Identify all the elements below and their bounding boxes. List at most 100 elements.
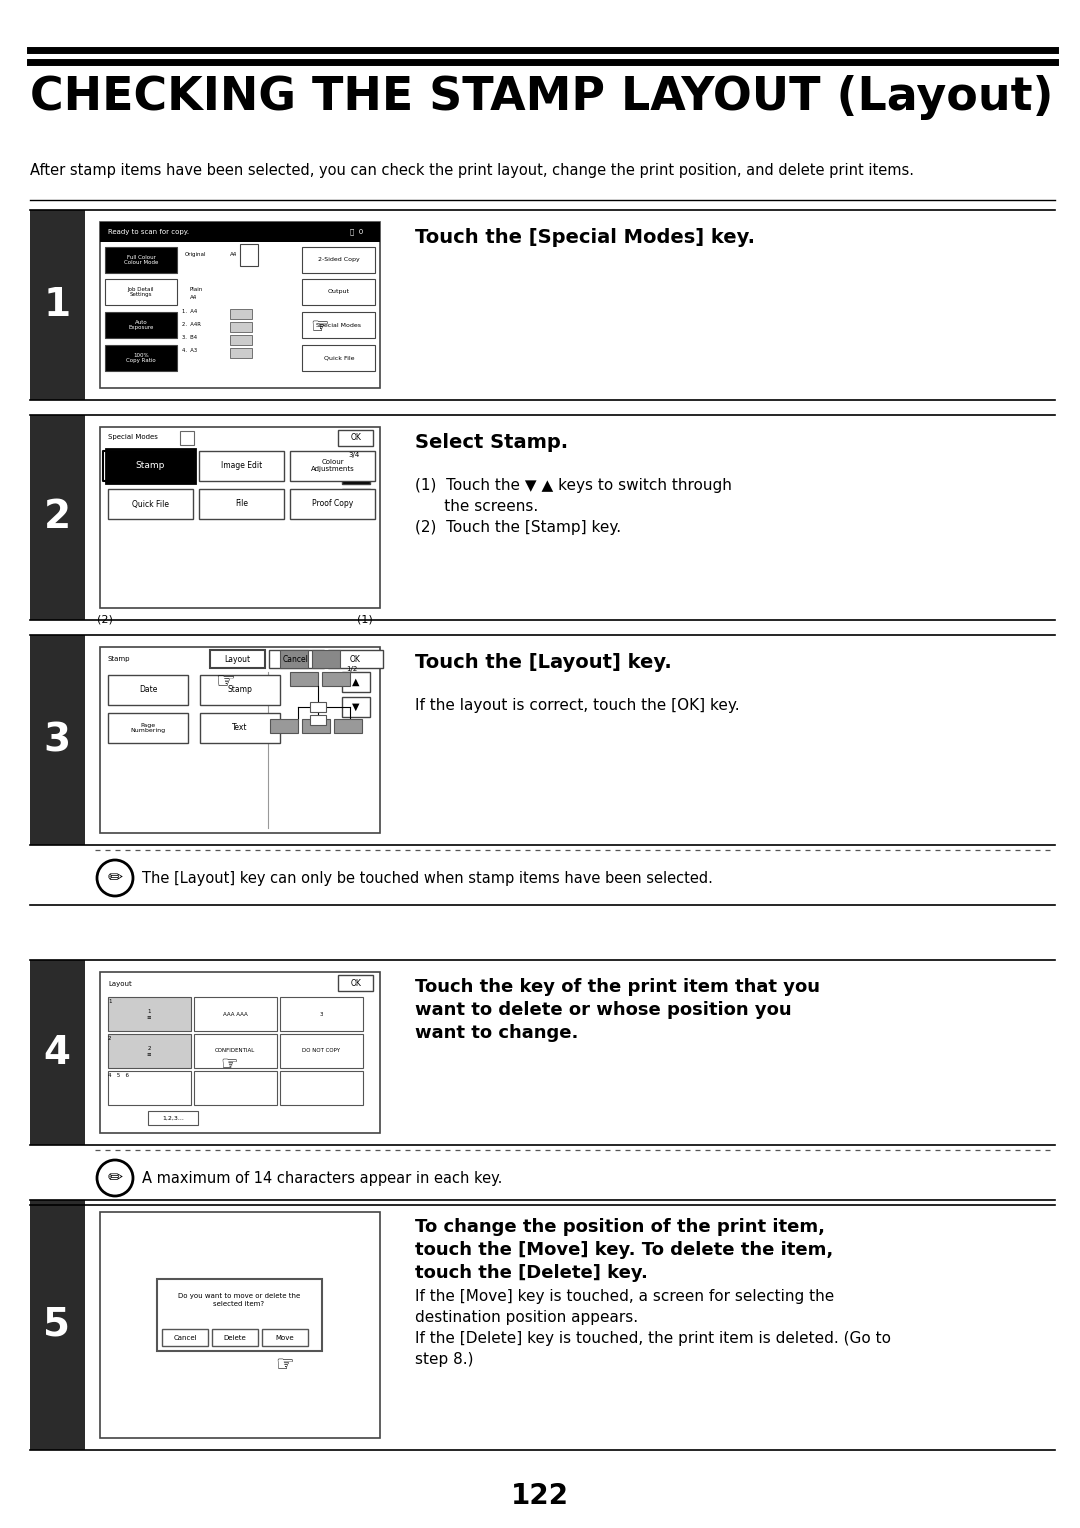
Text: Touch the [Special Modes] key.: Touch the [Special Modes] key. <box>415 228 755 248</box>
Text: CHECKING THE STAMP LAYOUT (Layout): CHECKING THE STAMP LAYOUT (Layout) <box>30 75 1053 121</box>
Bar <box>291 451 375 481</box>
Bar <box>100 222 380 388</box>
Bar <box>105 312 177 338</box>
Text: ▼: ▼ <box>352 701 360 712</box>
Text: Delete: Delete <box>224 1335 246 1342</box>
Bar <box>280 649 308 668</box>
Text: If the [Move] key is touched, a screen for selecting the
destination position ap: If the [Move] key is touched, a screen f… <box>415 1290 891 1368</box>
Bar <box>108 714 188 743</box>
Text: ☞: ☞ <box>215 672 235 692</box>
Text: Ready to scan for copy.: Ready to scan for copy. <box>108 229 189 235</box>
Bar <box>342 489 370 510</box>
Bar <box>302 345 375 371</box>
Bar <box>100 426 380 608</box>
Text: Layout: Layout <box>108 981 132 987</box>
Text: 1
≡: 1 ≡ <box>147 1008 151 1019</box>
Text: Text: Text <box>232 723 247 732</box>
Text: Plain: Plain <box>190 287 203 292</box>
Text: Stamp: Stamp <box>228 686 253 695</box>
Text: 1/2: 1/2 <box>347 666 357 672</box>
Text: 3: 3 <box>320 1012 323 1016</box>
Text: CONFIDENTIAL: CONFIDENTIAL <box>215 1048 255 1053</box>
Bar <box>240 244 258 266</box>
Bar <box>148 1111 198 1125</box>
Text: 4: 4 <box>43 1033 70 1071</box>
Text: ☞: ☞ <box>220 1054 238 1074</box>
Bar <box>322 672 350 686</box>
Text: 100%
Copy Ratio: 100% Copy Ratio <box>126 353 156 364</box>
Bar <box>106 449 195 483</box>
Text: The [Layout] key can only be touched when stamp items have been selected.: The [Layout] key can only be touched whe… <box>141 871 713 886</box>
Text: Image Edit: Image Edit <box>221 461 262 471</box>
Text: Do you want to move or delete the
selected item?: Do you want to move or delete the select… <box>178 1293 300 1308</box>
Text: DO NOT COPY: DO NOT COPY <box>302 1048 340 1053</box>
Text: Touch the [Layout] key.: Touch the [Layout] key. <box>415 652 672 672</box>
Bar <box>230 348 252 358</box>
Text: 1,2,3...: 1,2,3... <box>162 1115 184 1120</box>
Text: 3: 3 <box>43 721 70 759</box>
Bar <box>108 451 193 481</box>
Bar <box>334 720 362 733</box>
Bar <box>105 248 177 274</box>
Bar <box>338 975 373 992</box>
Bar <box>291 489 375 520</box>
Bar <box>212 1329 258 1346</box>
Text: 1: 1 <box>43 286 70 324</box>
Text: ✏: ✏ <box>107 1169 122 1187</box>
Text: AAA AAA: AAA AAA <box>222 1012 247 1016</box>
Bar <box>100 1212 380 1438</box>
Bar <box>338 429 373 446</box>
Text: To change the position of the print item,
touch the [Move] key. To delete the it: To change the position of the print item… <box>415 1218 834 1282</box>
Text: ▲: ▲ <box>352 677 360 688</box>
Text: Select Stamp.: Select Stamp. <box>415 432 568 452</box>
Text: 2: 2 <box>43 498 70 536</box>
Bar <box>230 309 252 319</box>
Bar <box>342 697 370 717</box>
Bar <box>108 996 191 1031</box>
Text: Auto
Exposure: Auto Exposure <box>129 319 153 330</box>
Text: 2-Sided Copy: 2-Sided Copy <box>319 258 360 263</box>
Text: OK: OK <box>351 978 362 987</box>
Text: ✏: ✏ <box>107 869 122 886</box>
Bar <box>280 1071 363 1105</box>
Bar <box>230 335 252 345</box>
Text: Proof Copy: Proof Copy <box>312 500 353 509</box>
Text: Stamp: Stamp <box>108 656 131 662</box>
Text: A maximum of 14 characters appear in each key.: A maximum of 14 characters appear in eac… <box>141 1170 502 1186</box>
Bar <box>180 431 194 445</box>
Bar <box>162 1329 208 1346</box>
Text: 3/4: 3/4 <box>349 452 360 458</box>
Text: ▼: ▼ <box>352 495 360 504</box>
Bar <box>199 451 284 481</box>
Bar <box>100 646 380 833</box>
Text: Quick File: Quick File <box>324 356 354 361</box>
Text: Special Modes: Special Modes <box>316 322 362 327</box>
Text: 1.  A4: 1. A4 <box>183 309 198 313</box>
Bar <box>100 972 380 1132</box>
Text: 4.  A3: 4. A3 <box>183 348 198 353</box>
Bar <box>108 1071 191 1105</box>
Circle shape <box>97 1160 133 1196</box>
Bar <box>100 222 380 241</box>
Text: Output: Output <box>328 289 350 295</box>
Text: 2.  A4R: 2. A4R <box>183 322 201 327</box>
Bar <box>157 1279 322 1351</box>
Bar <box>30 1199 85 1450</box>
Text: ⎘  0: ⎘ 0 <box>350 229 363 235</box>
Bar <box>342 461 370 484</box>
Text: After stamp items have been selected, you can check the print layout, change the: After stamp items have been selected, yo… <box>30 163 914 177</box>
Bar <box>30 209 85 400</box>
Bar <box>291 672 318 686</box>
Bar <box>302 312 375 338</box>
Bar <box>30 636 85 845</box>
Text: 5: 5 <box>43 1306 70 1345</box>
Bar <box>194 1071 276 1105</box>
Text: Stamp: Stamp <box>136 461 165 471</box>
Text: File: File <box>235 500 248 509</box>
Text: ☞: ☞ <box>275 1355 295 1375</box>
Text: Colour
Adjustments: Colour Adjustments <box>311 460 354 472</box>
Text: (2): (2) <box>97 614 113 625</box>
Text: Date: Date <box>139 686 158 695</box>
Bar <box>108 675 188 704</box>
Text: Page
Numbering: Page Numbering <box>131 723 165 733</box>
